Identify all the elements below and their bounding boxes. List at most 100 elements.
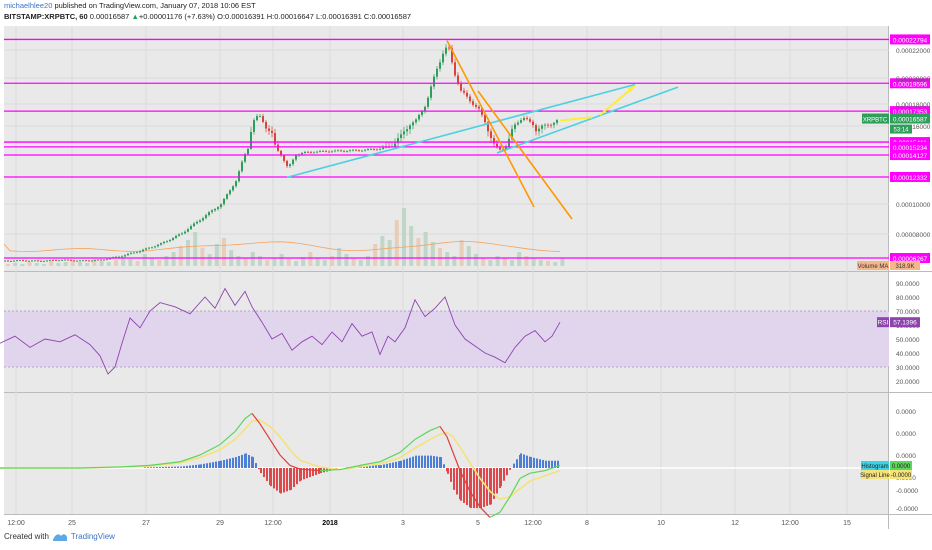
time-axis-tick: 25 (68, 520, 76, 527)
volume-bar (200, 248, 205, 266)
time-axis-tick: 2018 (322, 520, 338, 527)
yellow-trend-line (559, 116, 593, 122)
candle-body (370, 148, 372, 150)
candle-body (187, 229, 189, 232)
macd-value-tag (890, 461, 912, 470)
candle-body (457, 75, 459, 84)
symbol-tag-bg (862, 113, 889, 124)
histogram-bar (165, 466, 167, 468)
histogram-bar (430, 455, 432, 468)
histogram-bar (162, 466, 164, 468)
histogram-bar (536, 458, 538, 468)
symbol-tag: XRPBTC (863, 118, 888, 124)
macd-line-segment (429, 425, 441, 432)
histogram-bar (466, 468, 468, 506)
candle-body (415, 119, 417, 123)
time-axis-tick: 27 (142, 520, 150, 527)
histogram-bar (513, 463, 515, 468)
histogram-bar (180, 466, 182, 468)
level-price-tag (890, 141, 930, 152)
histogram-bar (263, 468, 265, 478)
candle-body (49, 260, 51, 261)
tradingview-link[interactable]: TradingView (70, 532, 115, 541)
histogram-bar (183, 466, 185, 468)
price-pane[interactable] (4, 26, 889, 271)
candle-body (109, 258, 111, 260)
histogram-bar (232, 457, 234, 468)
rsi-name-tag (877, 317, 889, 328)
volume-bar (308, 252, 313, 266)
time-axis-tick: 8 (585, 520, 589, 527)
candle-body (280, 150, 282, 156)
histogram-bar (189, 465, 191, 468)
candle-body (277, 144, 279, 151)
volume-bar (42, 264, 46, 266)
candle-body (502, 149, 504, 151)
volume-bar (178, 246, 183, 266)
candle-body (331, 151, 333, 153)
price-axis-tick: 0.00016000 (896, 124, 931, 131)
cyan-trend-line (286, 83, 636, 179)
macd-axis-tick: -0.0000 (896, 506, 918, 513)
histogram-bar (542, 459, 544, 468)
time-axis-tick: 29 (216, 520, 224, 527)
trend-lines[interactable] (286, 40, 679, 220)
histogram-bar (406, 458, 408, 468)
histogram-bar (533, 457, 535, 468)
candle-body (424, 106, 426, 112)
histogram-bar (450, 468, 452, 482)
candle-body (34, 260, 36, 262)
candle-body (214, 209, 216, 211)
macd-pane[interactable] (4, 393, 889, 515)
histogram-bar (280, 468, 282, 494)
candle-body (217, 207, 219, 210)
candle-body (265, 121, 267, 129)
candle-body (256, 116, 258, 121)
candle-body (247, 148, 249, 155)
macd-line-segment (244, 412, 253, 420)
candle-body (67, 259, 69, 261)
candle-body (361, 150, 363, 152)
chart-canvas[interactable]: 0.000227940.000195960.000173530.00015411… (0, 24, 932, 530)
histogram-bar (255, 463, 257, 468)
candle-body (340, 150, 342, 152)
volume-bar (150, 258, 154, 266)
histogram-bar (203, 463, 205, 468)
horizontal-levels[interactable]: 0.000227940.000195960.000173530.00015411… (4, 34, 930, 264)
histogram-bar (276, 468, 278, 491)
candle-body (262, 116, 264, 122)
created-with-label: Created with (4, 532, 49, 541)
histogram-bar (412, 456, 414, 468)
macd-line-segment (179, 454, 201, 463)
level-price-tag (890, 78, 930, 89)
time-axis[interactable] (4, 515, 889, 529)
candle-body (499, 147, 501, 150)
volume-bar (337, 248, 342, 266)
candle-body (235, 181, 237, 187)
candle-body (409, 125, 411, 130)
macd-line-segment (319, 468, 341, 472)
candle-body (382, 147, 384, 149)
level-price-tag (890, 253, 930, 264)
histogram-bar (153, 467, 155, 468)
histogram-bar (427, 455, 429, 468)
candle-body (448, 47, 450, 49)
candle-body (406, 129, 408, 132)
candle-body (22, 260, 24, 261)
candle-body (394, 143, 396, 147)
candle-body (436, 68, 438, 77)
candle-body (100, 259, 102, 261)
histogram-bar (266, 468, 268, 481)
volume-bar (474, 254, 478, 266)
volume-bar (20, 264, 25, 266)
candle-body (169, 239, 171, 242)
rsi-axis-tick: 80.0000 (896, 295, 920, 302)
macd-line-segment (339, 464, 361, 471)
histogram-bar (509, 468, 511, 470)
candle-body (412, 122, 414, 126)
volume-bar (294, 261, 298, 266)
price-axis[interactable] (889, 26, 932, 515)
author-link[interactable]: michaelhlee20 (4, 1, 53, 10)
time-axis-tick: 10 (657, 520, 665, 527)
candle-body (349, 150, 351, 152)
